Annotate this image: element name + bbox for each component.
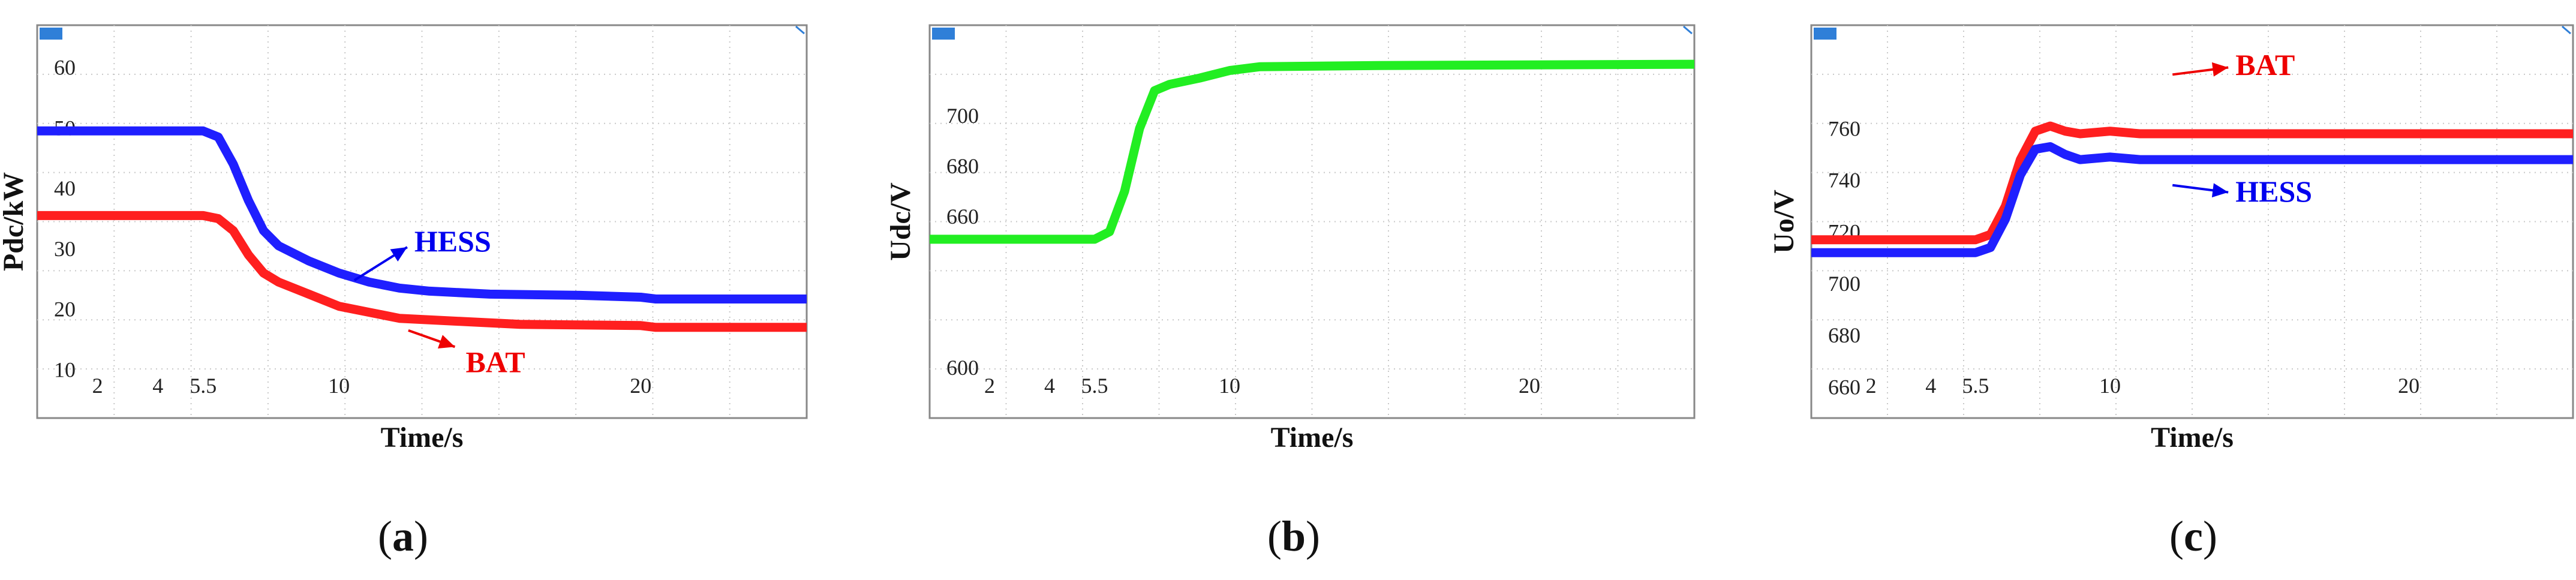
y-tick-label: 660	[1828, 375, 1860, 399]
x-tick-label: 20	[2398, 374, 2419, 398]
x-tick-label: 2	[92, 374, 103, 398]
panel-label: (a)	[378, 512, 428, 560]
x-tick-label: 2	[984, 374, 995, 398]
x-tick-label: 10	[328, 374, 350, 398]
y-tick-label: 740	[1828, 169, 1860, 193]
x-tick-label: 5.5	[190, 374, 217, 398]
y-tick-label: 680	[946, 154, 979, 178]
y-axis-label: Uo/V	[1768, 190, 1800, 254]
y-tick-label: 680	[1828, 323, 1860, 347]
series-line	[930, 59, 1694, 244]
series-line-bat	[1811, 121, 2573, 245]
annotation-label: HESS	[2235, 175, 2312, 208]
x-axis-label: Time/s	[2151, 422, 2234, 453]
panel-b: 600 660 680 700 2 4 5.5 10 20 Time/s Udc/V (b)	[885, 24, 1696, 560]
y-tick-label: 700	[946, 104, 979, 128]
corner-marker-icon	[1683, 25, 1693, 35]
annotation-label: BAT	[2235, 48, 2295, 82]
y-tick-label: 30	[54, 237, 76, 261]
annotation-arrow-head-icon	[2211, 62, 2229, 77]
corner-marker-icon	[2562, 25, 2571, 35]
series-line-bat	[37, 211, 807, 332]
annotation-arrow-head-icon	[2211, 183, 2229, 198]
x-axis-label: Time/s	[381, 422, 464, 453]
panel-label: (c)	[2169, 512, 2217, 560]
x-tick-label: 2	[1866, 374, 1877, 398]
x-tick-label: 10	[2099, 374, 2121, 398]
x-tick-label: 20	[1519, 374, 1540, 398]
x-axis-label: Time/s	[1271, 422, 1354, 453]
x-tick-label: 10	[1219, 374, 1240, 398]
annotation-arrow-head-icon	[437, 335, 455, 348]
x-tick-label: 5.5	[1081, 374, 1108, 398]
trigger-marker-icon	[932, 28, 955, 40]
x-tick-label: 5.5	[1962, 374, 1989, 398]
x-tick-label: 20	[630, 374, 651, 398]
x-tick-label: 4	[152, 374, 163, 398]
y-tick-label: 760	[1828, 116, 1860, 140]
x-tick-label: 4	[1044, 374, 1055, 398]
annotation-label: HESS	[414, 224, 491, 258]
y-tick-label: 20	[54, 297, 76, 321]
y-tick-label: 10	[54, 357, 76, 381]
annotation-label: BAT	[465, 345, 525, 378]
annotation-arrow-head-icon	[390, 247, 407, 262]
corner-marker-icon	[795, 25, 805, 35]
y-axis-label: Pdc/kW	[0, 172, 29, 271]
y-axis-label: Udc/V	[885, 182, 916, 261]
plot-frame	[928, 24, 1696, 419]
y-tick-label: 600	[946, 356, 979, 380]
y-tick-label: 60	[54, 56, 76, 80]
trigger-marker-icon	[40, 28, 62, 40]
trigger-marker-icon	[1814, 28, 1836, 40]
y-tick-label: 700	[1828, 272, 1860, 296]
series-line-hess	[1811, 142, 2573, 257]
y-tick-label: 40	[54, 176, 76, 200]
panel-label: (b)	[1267, 512, 1320, 560]
y-tick-label: 660	[946, 205, 979, 229]
x-tick-label: 4	[1925, 374, 1936, 398]
series-line-hess	[37, 126, 807, 303]
